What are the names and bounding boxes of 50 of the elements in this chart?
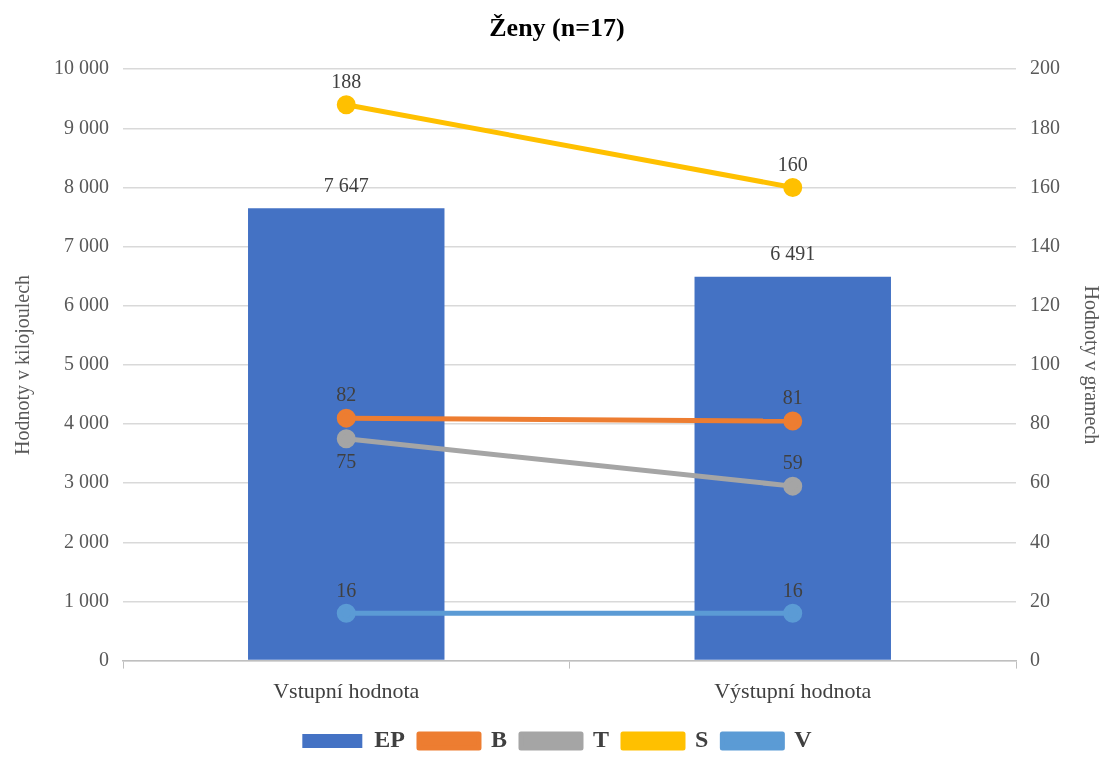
y-tick-label: 4 000 [64,411,109,434]
y2-tick-label: 40 [1030,529,1050,552]
y2-tick-label: 120 [1030,293,1060,316]
data-label: 81 [782,386,803,409]
data-label: 16 [336,578,357,601]
point [783,476,803,496]
point [336,408,356,428]
y2-tick-label: 100 [1030,352,1060,375]
chart-title: Ženy (n=17) [489,13,625,43]
data-label: 59 [782,451,803,474]
data-label: 82 [336,383,357,406]
legend-label: T [592,726,610,753]
y-tick-label: 7 000 [64,233,109,256]
data-label: 75 [336,450,357,473]
y-tick-label: 6 000 [64,293,109,316]
point [783,411,803,431]
y2-axis-title: Hodnoty v gramech [1079,285,1103,445]
y-tick-label: 5 000 [64,352,109,375]
point [336,603,356,623]
point [783,603,803,623]
legend-label: V [794,726,813,753]
y-axis-title: Hodnoty v kilojoulech [11,274,35,455]
y2-tick-label: 20 [1030,588,1050,611]
point [336,429,356,449]
data-label: 160 [777,152,808,175]
x-tick-label: Vstupní hodnota [273,677,420,703]
data-label: 188 [331,69,362,92]
y2-tick-label: 0 [1030,647,1040,670]
y2-tick-label: 160 [1030,174,1060,197]
data-label: 16 [782,578,803,601]
y-tick-label: 3 000 [64,470,109,493]
y-tick-label: 1 000 [64,588,109,611]
y2-tick-label: 80 [1030,411,1050,434]
y2-tick-label: 180 [1030,115,1060,138]
y-tick-label: 8 000 [64,174,109,197]
legend-label: S [695,726,709,753]
data-label: 7 647 [323,173,369,196]
point [336,95,356,115]
y-tick-label: 0 [99,647,109,670]
y-tick-label: 2 000 [64,529,109,552]
y2-tick-label: 140 [1030,233,1060,256]
data-label: 6 491 [770,241,816,264]
y2-tick-label: 200 [1030,56,1060,79]
y-tick-label: 10 000 [54,56,109,79]
legend-label: B [490,726,507,753]
y-tick-label: 9 000 [64,115,109,138]
x-tick-label: Výstupní hodnota [714,677,872,703]
y2-tick-label: 60 [1030,470,1050,493]
legend-label: EP [374,726,405,753]
point [783,177,803,197]
